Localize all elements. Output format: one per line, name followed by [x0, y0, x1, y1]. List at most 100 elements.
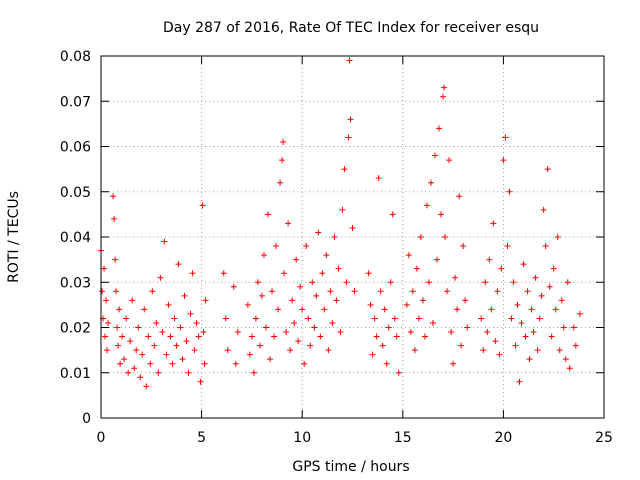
data-point: [441, 84, 448, 91]
data-point: [572, 342, 579, 349]
data-point: [183, 338, 190, 345]
x-tick-label: 20: [494, 430, 512, 446]
data-point: [117, 360, 124, 367]
data-point: [279, 157, 286, 164]
data-point: [335, 265, 342, 272]
grid: [101, 56, 604, 418]
data-point: [530, 329, 537, 336]
data-point: [116, 306, 123, 313]
data-point: [546, 283, 553, 290]
data-point: [542, 243, 549, 250]
data-point: [421, 333, 428, 340]
data-point: [365, 270, 372, 277]
data-point: [327, 288, 334, 295]
data-point: [269, 288, 276, 295]
data-point: [131, 365, 138, 372]
data-point: [566, 365, 573, 372]
data-point: [101, 265, 108, 272]
data-point: [456, 193, 463, 200]
data-point: [137, 374, 144, 381]
data-point: [289, 297, 296, 304]
data-point: [413, 265, 420, 272]
data-point: [264, 211, 271, 218]
data-point: [534, 347, 541, 354]
data-point: [285, 220, 292, 227]
data-point: [232, 360, 239, 367]
data-point: [462, 297, 469, 304]
data-point: [123, 315, 130, 322]
data-point: [303, 243, 310, 250]
data-point: [141, 306, 148, 313]
data-point: [346, 57, 353, 64]
data-point: [524, 288, 531, 295]
data-point: [498, 265, 505, 272]
data-point: [494, 288, 501, 295]
data-point: [500, 157, 507, 164]
x-axis-ticks: 0 5 10 15 20 25: [97, 56, 613, 446]
data-point: [187, 310, 194, 317]
data-point: [411, 347, 418, 354]
data-point: [129, 297, 136, 304]
data-point: [343, 279, 350, 286]
x-tick-label: 0: [97, 430, 106, 446]
data-point: [383, 360, 390, 367]
data-point: [161, 238, 168, 245]
data-point: [550, 265, 557, 272]
data-point: [407, 329, 414, 336]
data-point: [171, 315, 178, 322]
data-point: [373, 333, 380, 340]
data-point: [281, 270, 288, 277]
y-tick-label: 0.04: [60, 230, 91, 246]
data-point: [345, 134, 352, 141]
data-point: [522, 333, 529, 340]
data-point: [113, 288, 120, 295]
data-point: [516, 378, 523, 385]
data-point: [554, 234, 561, 240]
data-point: [127, 338, 134, 345]
data-point: [440, 93, 447, 100]
data-point: [291, 319, 298, 326]
data-point: [153, 319, 160, 326]
data-point: [427, 179, 434, 186]
data-point: [151, 342, 158, 349]
data-point: [143, 383, 150, 390]
data-point: [295, 338, 302, 345]
data-point: [419, 297, 426, 304]
data-point: [309, 279, 316, 286]
data-point: [317, 333, 324, 340]
data-point: [103, 297, 110, 304]
data-point: [548, 333, 555, 340]
chart-title: Day 287 of 2016, Rate Of TEC Index for r…: [163, 20, 539, 36]
data-point: [155, 369, 162, 376]
data-point: [452, 274, 459, 281]
data-point: [337, 329, 344, 336]
x-tick-label: 5: [197, 430, 206, 446]
data-point: [181, 292, 188, 299]
data-point: [111, 215, 118, 222]
data-point: [311, 324, 318, 331]
data-point: [520, 261, 527, 268]
data-point: [139, 351, 146, 358]
data-point: [349, 224, 356, 231]
data-point: [538, 292, 545, 299]
data-point: [387, 279, 394, 286]
data-point: [528, 306, 535, 313]
data-point: [556, 347, 563, 354]
data-point: [280, 138, 287, 145]
data-point: [544, 166, 551, 173]
data-point: [526, 356, 533, 363]
data-point: [564, 279, 571, 286]
data-point: [200, 329, 207, 336]
data-point: [145, 333, 152, 340]
data-point: [299, 306, 306, 313]
data-point: [185, 369, 192, 376]
data-point: [297, 283, 304, 290]
y-tick-label: 0.02: [60, 321, 91, 337]
data-point: [256, 342, 263, 349]
data-point: [512, 342, 519, 349]
data-point: [514, 301, 521, 308]
data-point: [260, 252, 267, 259]
data-point: [436, 125, 443, 132]
data-point: [121, 356, 128, 363]
data-point: [301, 360, 308, 367]
